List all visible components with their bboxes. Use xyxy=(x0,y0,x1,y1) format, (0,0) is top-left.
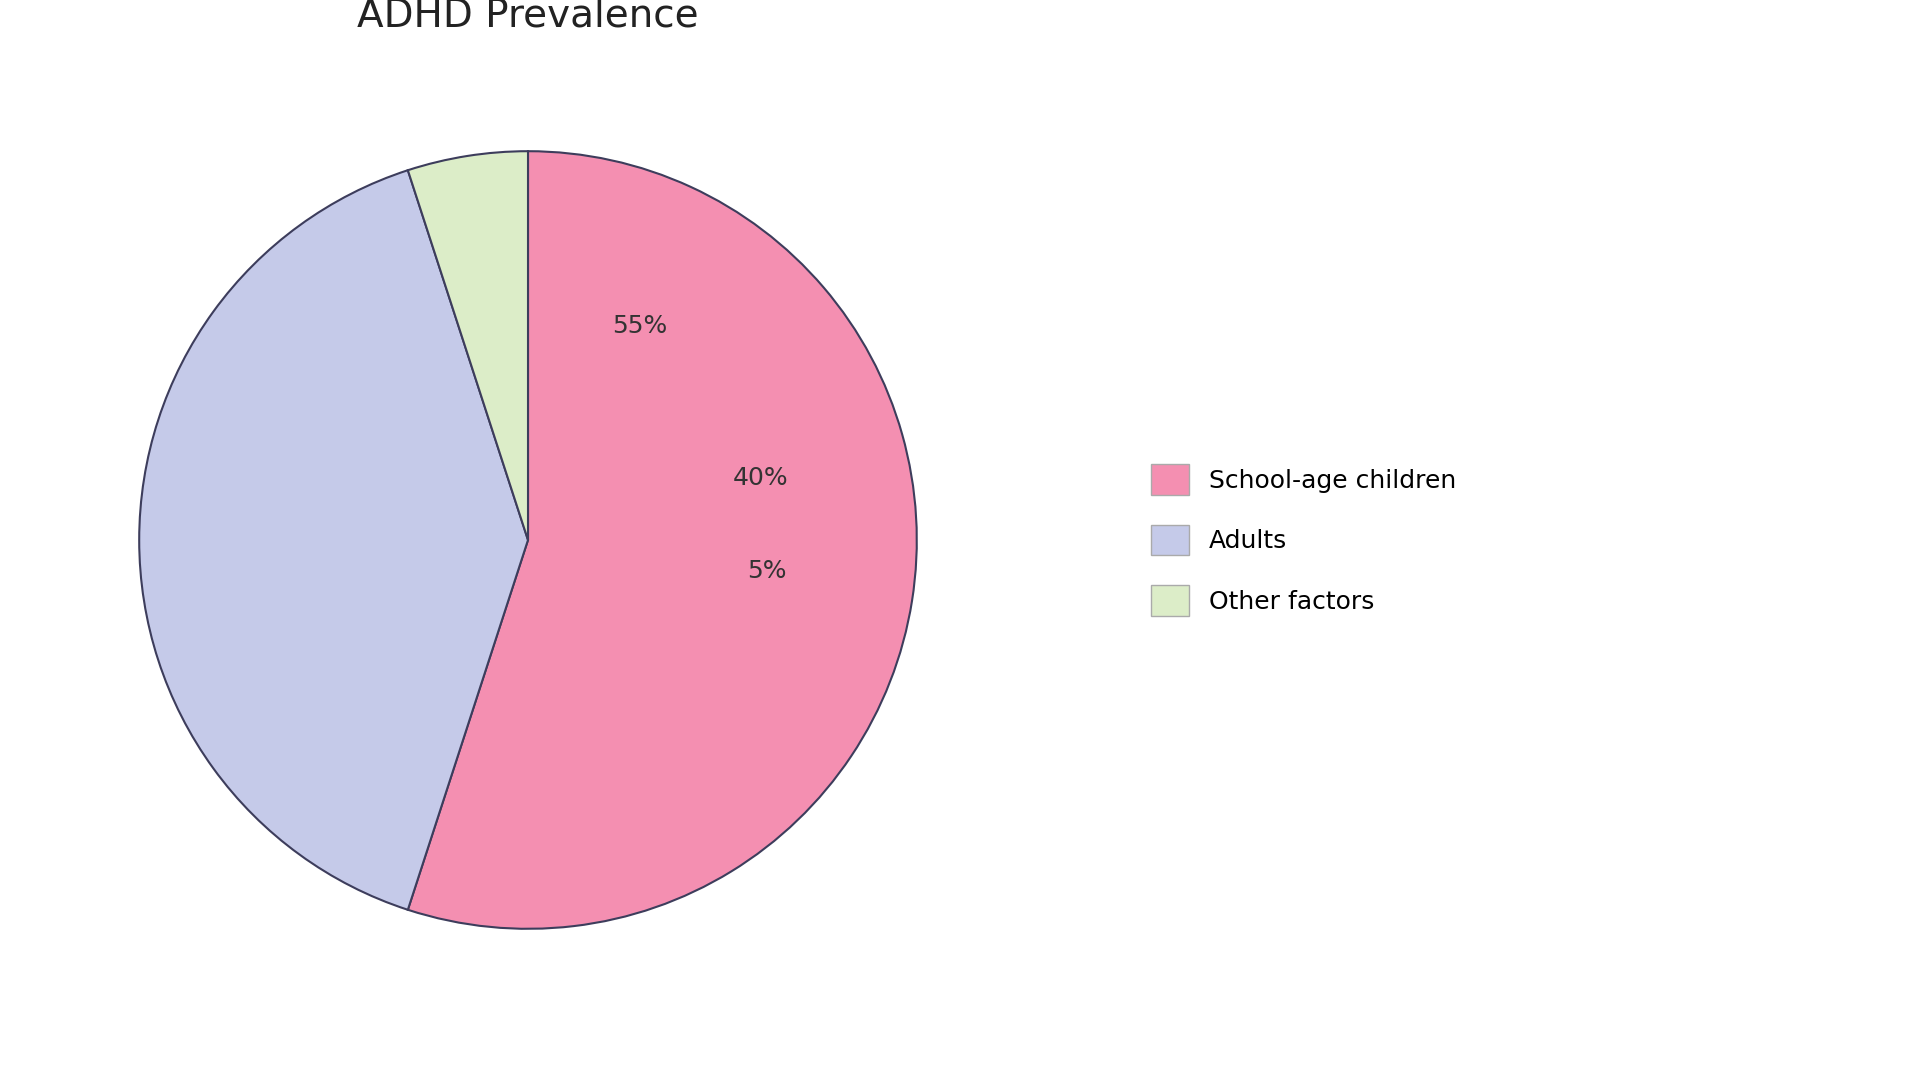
Wedge shape xyxy=(407,151,916,929)
Wedge shape xyxy=(407,151,528,540)
Title: ADHD Prevalence: ADHD Prevalence xyxy=(357,0,699,35)
Legend: School-age children, Adults, Other factors: School-age children, Adults, Other facto… xyxy=(1127,440,1480,640)
Text: 55%: 55% xyxy=(612,314,666,338)
Wedge shape xyxy=(138,171,528,909)
Text: 5%: 5% xyxy=(747,559,787,583)
Text: 40%: 40% xyxy=(733,465,789,489)
